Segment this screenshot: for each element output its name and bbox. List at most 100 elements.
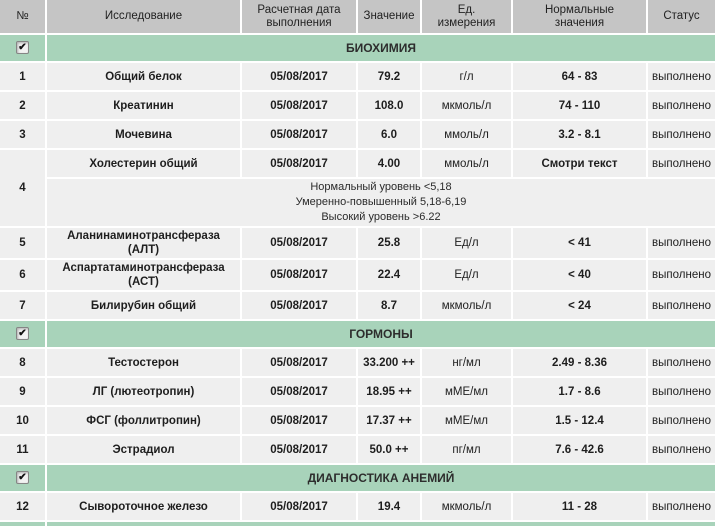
cell-status: выполнено <box>648 493 715 520</box>
results-table-body: ✔ БИОХИМИЯ 1 Общий белок 05/08/2017 79.2… <box>0 35 715 520</box>
table-row: 11 Эстрадиол 05/08/2017 50.0 ++ пг/мл 7.… <box>0 436 715 463</box>
col-header-value: Значение <box>358 0 420 33</box>
table-row: 12 Сывороточное железо 05/08/2017 19.4 м… <box>0 493 715 520</box>
cell-status: выполнено <box>648 292 715 319</box>
section-title: ГОРМОНЫ <box>47 321 715 347</box>
cell-test-name: Холестерин общий <box>47 150 240 177</box>
cell-date: 05/08/2017 <box>242 150 356 177</box>
table-row: 10 ФСГ (фоллитропин) 05/08/2017 17.37 ++… <box>0 407 715 434</box>
table-row: 9 ЛГ (лютеотропин) 05/08/2017 18.95 ++ м… <box>0 378 715 405</box>
cell-note: Нормальный уровень <5,18 Умеренно-повышен… <box>47 179 715 226</box>
section-title: ДИАГНОСТИКА АНЕМИЙ <box>47 465 715 491</box>
cell-status: выполнено <box>648 150 715 177</box>
cell-value: 25.8 <box>358 228 420 258</box>
cell-value: 8.7 <box>358 292 420 319</box>
cell-normal-range: 7.6 - 42.6 <box>513 436 646 463</box>
cell-number: 1 <box>0 63 45 90</box>
cell-unit: мкмоль/л <box>422 493 511 520</box>
cell-number: 12 <box>0 493 45 520</box>
partial-section-row <box>0 522 715 526</box>
cell-normal-range: Смотри текст <box>513 150 646 177</box>
cell-test-name: Аланинаминотрансфераза (АЛТ) <box>47 228 240 258</box>
cell-normal-range: 74 - 110 <box>513 92 646 119</box>
cell-number: 7 <box>0 292 45 319</box>
cell-value: 18.95 ++ <box>358 378 420 405</box>
cell-unit: г/л <box>422 63 511 90</box>
cell-status: выполнено <box>648 121 715 148</box>
cell-status: выполнено <box>648 436 715 463</box>
cell-value: 79.2 <box>358 63 420 90</box>
cell-test-name: ФСГ (фоллитропин) <box>47 407 240 434</box>
cell-test-name: Сывороточное железо <box>47 493 240 520</box>
section-checkbox[interactable]: ✔ <box>16 471 29 485</box>
cell-status: выполнено <box>648 260 715 290</box>
section-checkbox[interactable]: ✔ <box>16 41 29 55</box>
col-header-date: Расчетная дата выполнения <box>242 0 356 33</box>
cell-normal-range: < 24 <box>513 292 646 319</box>
cell-normal-range: 3.2 - 8.1 <box>513 121 646 148</box>
cell-date: 05/08/2017 <box>242 378 356 405</box>
table-row: 3 Мочевина 05/08/2017 6.0 ммоль/л 3.2 - … <box>0 121 715 148</box>
cell-value: 17.37 ++ <box>358 407 420 434</box>
cell-unit: нг/мл <box>422 349 511 376</box>
cell-status: выполнено <box>648 92 715 119</box>
cell-test-name: Тестостерон <box>47 349 240 376</box>
cell-status: выполнено <box>648 63 715 90</box>
cell-number: 3 <box>0 121 45 148</box>
section-checkbox-cell: ✔ <box>0 321 45 347</box>
cell-normal-range: 64 - 83 <box>513 63 646 90</box>
cell-date: 05/08/2017 <box>242 349 356 376</box>
table-row: 2 Креатинин 05/08/2017 108.0 мкмоль/л 74… <box>0 92 715 119</box>
cell-test-name: ЛГ (лютеотропин) <box>47 378 240 405</box>
cell-normal-range: 1.5 - 12.4 <box>513 407 646 434</box>
cell-test-name: Общий белок <box>47 63 240 90</box>
cell-unit: пг/мл <box>422 436 511 463</box>
cell-number: 2 <box>0 92 45 119</box>
cell-number: 11 <box>0 436 45 463</box>
cell-unit: ммоль/л <box>422 150 511 177</box>
col-header-status: Статус <box>648 0 715 33</box>
cell-unit: ммоль/л <box>422 121 511 148</box>
col-header-number: № <box>0 0 45 33</box>
cell-number: 8 <box>0 349 45 376</box>
cell-unit: мкмоль/л <box>422 292 511 319</box>
section-checkbox-cell: ✔ <box>0 35 45 61</box>
cell-number: 10 <box>0 407 45 434</box>
cell-unit: мМЕ/мл <box>422 407 511 434</box>
cell-date: 05/08/2017 <box>242 493 356 520</box>
cell-date: 05/08/2017 <box>242 228 356 258</box>
cell-value: 108.0 <box>358 92 420 119</box>
cell-value: 22.4 <box>358 260 420 290</box>
cell-test-name: Эстрадиол <box>47 436 240 463</box>
cell-number: 6 <box>0 260 45 290</box>
checkmark-icon: ✔ <box>18 328 27 340</box>
table-row: 8 Тестостерон 05/08/2017 33.200 ++ нг/мл… <box>0 349 715 376</box>
table-row: 6 Аспартатаминотрансфераза (АСТ) 05/08/2… <box>0 260 715 290</box>
cell-value: 4.00 <box>358 150 420 177</box>
cell-status: выполнено <box>648 349 715 376</box>
cell-status: выполнено <box>648 378 715 405</box>
cell-unit: мМЕ/мл <box>422 378 511 405</box>
cell-test-name: Аспартатаминотрансфераза (АСТ) <box>47 260 240 290</box>
cell-test-name: Билирубин общий <box>47 292 240 319</box>
cell-unit: Ед/л <box>422 260 511 290</box>
cell-date: 05/08/2017 <box>242 260 356 290</box>
cell-unit: Ед/л <box>422 228 511 258</box>
cell-test-name: Мочевина <box>47 121 240 148</box>
cell-date: 05/08/2017 <box>242 436 356 463</box>
cell-value: 33.200 ++ <box>358 349 420 376</box>
section-row: ✔ ГОРМОНЫ <box>0 321 715 347</box>
cell-date: 05/08/2017 <box>242 63 356 90</box>
checkmark-icon: ✔ <box>18 42 27 54</box>
col-header-normal-range: Нормальные значения <box>513 0 646 33</box>
section-checkbox[interactable]: ✔ <box>16 327 29 341</box>
cell-number: 5 <box>0 228 45 258</box>
cell-date: 05/08/2017 <box>242 407 356 434</box>
note-row: Нормальный уровень <5,18 Умеренно-повышен… <box>0 179 715 226</box>
cell-status: выполнено <box>648 407 715 434</box>
table-row: 1 Общий белок 05/08/2017 79.2 г/л 64 - 8… <box>0 63 715 90</box>
partial-section-checkbox-cell <box>0 522 45 526</box>
cell-date: 05/08/2017 <box>242 92 356 119</box>
table-row: 4 Холестерин общий 05/08/2017 4.00 ммоль… <box>0 150 715 226</box>
